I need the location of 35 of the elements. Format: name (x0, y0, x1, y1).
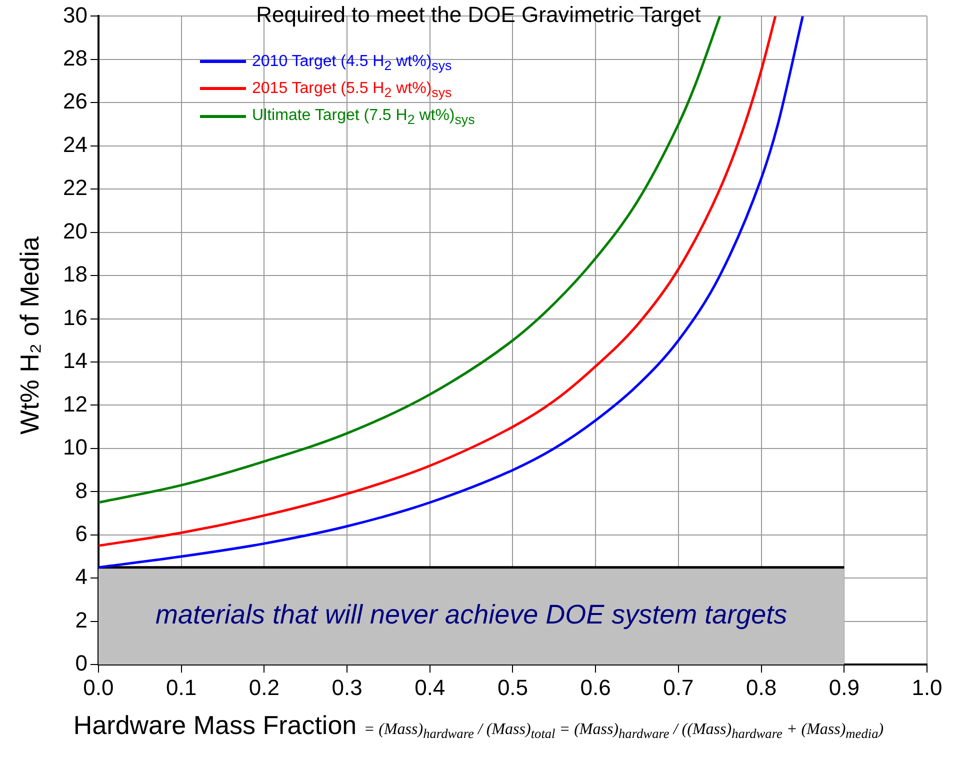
x-tick-label: 0.1 (166, 674, 197, 700)
y-tick-label: 8 (75, 478, 88, 503)
y-tick-label: 28 (62, 45, 88, 70)
annotation: materials that will never achieve DOE system targets (155, 599, 788, 630)
y-tick-label: 26 (62, 88, 88, 114)
y-tick-label: 14 (62, 348, 88, 374)
y-tick-label: 22 (62, 175, 88, 200)
y-tick-label: 4 (75, 564, 88, 590)
text: = (Mass)$_{hardware}$ / (Mass)$_{total}$ = (Mass)$_{hardware}$ / ((Mass)$_{hardware}$ + (Mass)$_{media}$) (364, 721, 884, 742)
y-tick-label: 10 (62, 434, 88, 460)
x-tick-label: 0.7 (663, 674, 694, 700)
legend-label: 2015 Target (5.5 H$_{2}$ wt%)$_{sys}$ (251, 79, 453, 102)
y-tick-label: 30 (62, 2, 88, 28)
legend-label: Ultimate Target (7.5 H$_{2}$ wt%)$_{sys}$ (251, 106, 475, 130)
y-tick-label: 0 (75, 650, 88, 676)
x-tick-label: 0.8 (746, 674, 777, 700)
x-tick-label: 0.9 (828, 674, 860, 700)
chart-title: Required to meet the DOE Gravimetric Target (256, 2, 701, 27)
x-tick-label: 0.5 (497, 674, 528, 700)
y-tick-label: 12 (62, 391, 88, 416)
y-tick-label: 6 (75, 520, 88, 546)
x-tick-label: 0.6 (580, 674, 611, 700)
y-tick-label: 20 (62, 218, 88, 244)
x-tick-label: 0.2 (248, 674, 280, 700)
legend-label: 2010 Target (4.5 H$_{2}$ wt%)$_{sys}$ (251, 52, 453, 76)
y-tick-label: 18 (62, 262, 88, 287)
y-tick-label: 16 (62, 304, 88, 330)
x-tick-label: 0.3 (332, 674, 362, 700)
x-tick-label: 1.0 (912, 674, 942, 700)
x-tick-label: 0.4 (414, 674, 446, 700)
x-axis-title: Hardware Mass Fraction (73, 710, 357, 740)
y-tick-label: 24 (62, 132, 88, 157)
y-tick-label: 2 (75, 607, 88, 632)
x-tick-label: 0.0 (83, 674, 114, 700)
y-axis-title: Wt% H₂ of Media (14, 236, 46, 436)
